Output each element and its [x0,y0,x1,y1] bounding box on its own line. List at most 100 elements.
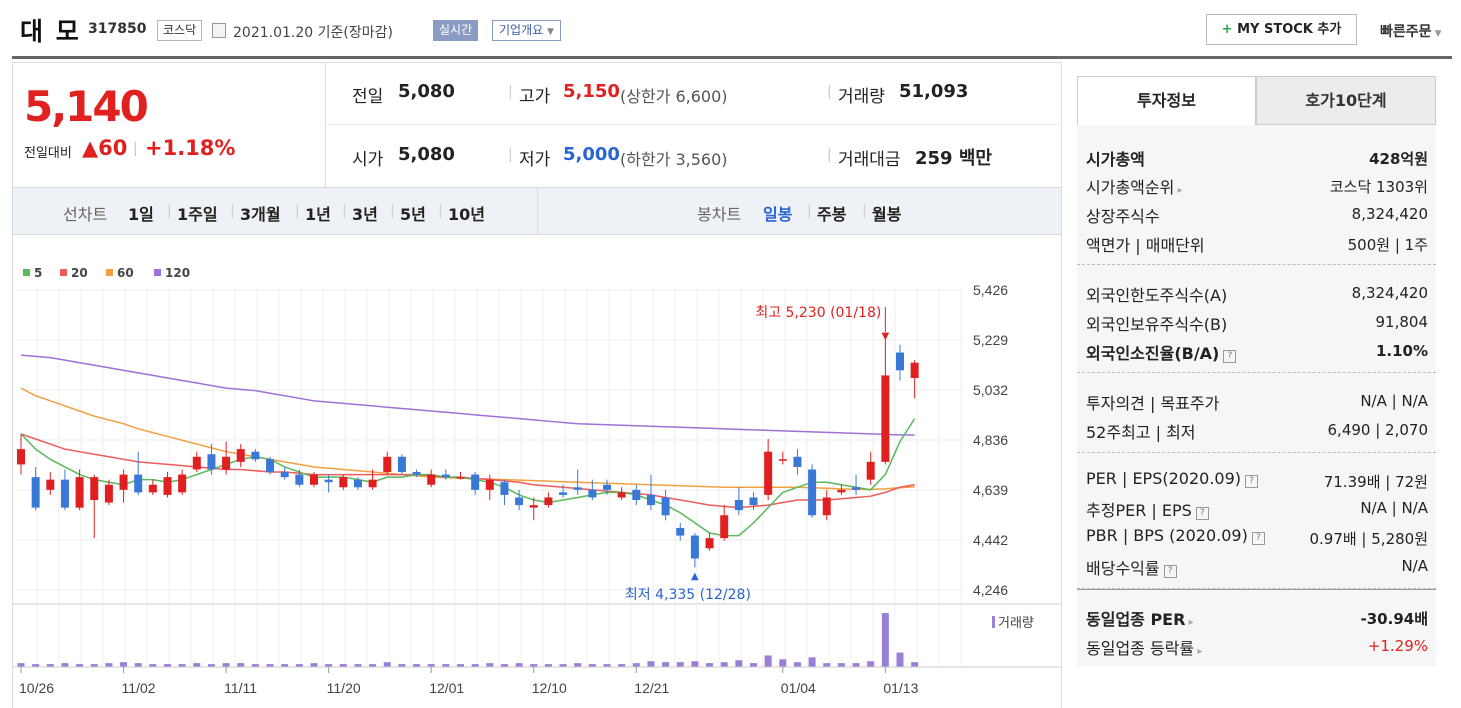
volume-bar [750,663,757,667]
volume-legend-label: 거래량 [998,616,1034,631]
info-label[interactable]: 동일업종 PER ▸ [1086,606,1194,630]
volume-value: 51,093 [899,81,969,102]
info-label[interactable]: 추정PER | EPS? [1086,497,1209,521]
quick-order-dropdown[interactable]: 빠른주문 ▼ [1380,21,1442,41]
info-label[interactable]: 배당수익률? [1086,555,1177,579]
info-label-text: 추정PER | EPS [1086,501,1192,520]
chevron-down-icon: ▼ [547,27,554,37]
arrow-right-icon: ▸ [1174,185,1183,196]
mystock-add-button[interactable]: + MY STOCK 추가 [1206,14,1357,45]
candle-body [896,352,904,371]
candle-body [163,477,172,495]
candle-body [734,500,743,511]
info-label[interactable]: 외국인소진율(B/A)? [1086,340,1237,364]
info-label-text: 동일업종 PER [1086,610,1186,629]
info-label[interactable]: PER | EPS(2020.09)? [1086,469,1258,488]
help-icon[interactable]: ? [1245,475,1258,488]
period-1년[interactable]: 1년 [305,205,331,224]
separator: | [807,203,812,219]
info-label[interactable]: 동일업종 등락률 ▸ [1086,635,1202,659]
info-label: 상장주식수 [1086,203,1160,227]
info-value: 71.39배 | 72원 [1323,473,1428,491]
volume-bar [46,664,54,667]
volume-bar [574,663,582,667]
volume-bar [471,664,479,667]
quick-order-label: 빠른주문 [1380,24,1432,40]
period-3개월[interactable]: 3개월 [240,205,281,224]
candle-body [808,469,817,516]
volume-bar [281,664,289,667]
candle-body [793,456,802,467]
info-value: 428억원 [1369,150,1428,168]
period-10년[interactable]: 10년 [448,205,485,224]
realtime-button[interactable]: 실시간 [433,20,479,41]
candle-body [866,461,875,480]
period-월봉[interactable]: 월봉 [872,205,902,224]
help-icon[interactable]: ? [1251,532,1265,545]
info-label[interactable]: PBR | BPS (2020.09)? [1086,526,1265,545]
candle-body [837,489,846,493]
info-label-text: 외국인한도주식수(A) [1086,286,1228,305]
help-icon[interactable]: ? [1163,565,1177,578]
company-info-dropdown[interactable]: 기업개요 ▼ [492,20,561,41]
candle-body [104,484,113,503]
candle-body [192,456,201,470]
legend-label: 120 [165,266,190,280]
x-tick-label: 11/11 [224,680,257,696]
candle-body [310,474,318,485]
volume-bar [427,664,435,667]
period-일봉[interactable]: 일봉 [763,205,793,224]
period-1일[interactable]: 1일 [128,205,154,224]
ma60-line [20,387,915,491]
period-3년[interactable]: 3년 [352,205,378,224]
volume-bar [837,663,845,667]
stock-name: 대 모 [20,17,81,46]
volume-bar [207,664,215,667]
volume-bar [823,663,831,667]
info-value: 6,490 | 2,070 [1327,421,1428,439]
period-5년[interactable]: 5년 [400,205,426,224]
candle-chart-label: 봉차트 [697,205,742,224]
candle-body [661,497,670,516]
candle-body [324,479,333,483]
volume-bar [735,660,743,667]
prev-close-value: 5,080 [398,81,455,102]
info-value: 91,804 [1375,313,1429,331]
candle-body [397,456,406,473]
row-separator [1077,588,1436,589]
amount-value: 259 백만 [915,148,992,169]
period-1주일[interactable]: 1주일 [177,205,218,224]
info-label-text: 투자의견 | 목표주가 [1086,394,1220,413]
info-value: 500원 | 1주 [1347,236,1428,254]
help-icon[interactable]: ? [1223,350,1237,363]
info-value: N/A | N/A [1360,392,1428,410]
volume-bar [896,652,904,667]
volume-bar [632,663,640,667]
y-tick-label: 4,836 [973,432,1008,448]
separator: | [167,203,172,219]
info-value: +1.29% [1367,637,1428,655]
candle-body [544,497,553,506]
info-label-text: 배당수익률 [1086,559,1160,578]
legend-label: 20 [71,266,88,280]
tab-investment-info[interactable]: 투자정보 [1077,76,1256,125]
volume-bar [852,663,860,667]
candle-body [720,515,729,539]
chart-area: 5,426 5,229 5,032 4,836 4,639 4,442 4,246 5 20 60… [12,235,1062,708]
info-value: 8,324,420 [1351,284,1428,302]
info-value: -30.94배 [1360,610,1428,628]
x-tick-label: 01/13 [883,680,918,696]
info-label[interactable]: 시가총액순위 ▸ [1086,174,1183,198]
candle-body [573,487,582,490]
candle-body [134,474,143,493]
y-tick-label: 4,246 [973,582,1008,598]
candle-body [17,449,25,465]
separator: | [390,203,395,219]
period-주봉[interactable]: 주봉 [817,205,847,224]
volume-bar [266,664,274,667]
candle-body [412,472,421,475]
line-chart-label: 선차트 [63,205,108,224]
info-label-text: 액면가 | 매매단위 [1086,236,1205,255]
help-icon[interactable]: ? [1195,507,1209,520]
tab-orderbook[interactable]: 호가10단계 [1256,76,1436,125]
